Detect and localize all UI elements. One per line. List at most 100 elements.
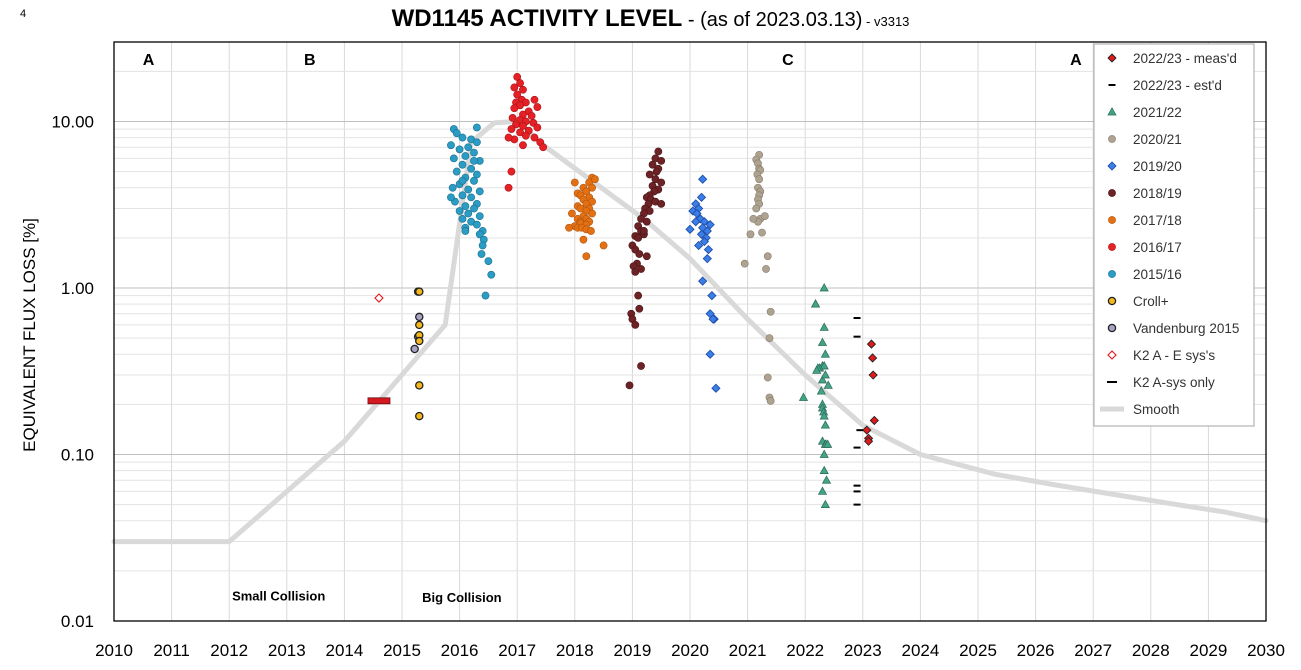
point-2016-17 bbox=[513, 90, 522, 99]
point-2015-16 bbox=[458, 214, 467, 223]
x-tick-label: 2019 bbox=[613, 641, 651, 660]
axis-ticks: 2010 2011 2012 2013 2014 2015 2016 2017 2018 2019… bbox=[51, 112, 1284, 660]
point-2015-16 bbox=[477, 250, 486, 258]
chart-annotations: A B C A Small Collision Big Collision bbox=[143, 52, 1082, 605]
point-2022-23-est-d bbox=[853, 503, 861, 506]
point-2015-16 bbox=[470, 156, 478, 165]
point-2015-16 bbox=[461, 152, 470, 160]
point-2020-21 bbox=[763, 252, 772, 261]
chart-title-main: WD1145 ACTIVITY LEVEL bbox=[391, 5, 683, 32]
legend-label-k2-a-sys-only: K2 A-sys only bbox=[1133, 375, 1215, 390]
point-2016-17 bbox=[530, 133, 539, 142]
point-2018-19 bbox=[634, 291, 643, 300]
x-tick-label: 2013 bbox=[268, 641, 306, 660]
point-2021-22 bbox=[817, 337, 828, 346]
point-2017-18 bbox=[588, 183, 596, 192]
era-label: A bbox=[143, 52, 155, 69]
point-croll bbox=[415, 287, 424, 296]
chart-title: WD1145 ACTIVITY LEVEL - (as of 2023.03.1… bbox=[0, 5, 1301, 33]
legend-swatch-2018-19 bbox=[1108, 189, 1116, 197]
legend-label-vandenburg-2015: Vandenburg 2015 bbox=[1133, 321, 1239, 336]
x-tick-label: 2024 bbox=[901, 641, 939, 660]
point-2017-18 bbox=[587, 227, 595, 235]
legend-label-2022-23-est-d: 2022/23 - est'd bbox=[1133, 78, 1222, 93]
point-2015-16 bbox=[467, 164, 476, 173]
point-2019-20 bbox=[707, 290, 717, 301]
point-2017-18 bbox=[570, 178, 579, 187]
point-2020-21 bbox=[766, 307, 775, 316]
chart-title-version: - v3313 bbox=[862, 14, 910, 29]
point-2022-23-est-d bbox=[856, 429, 864, 432]
x-tick-label: 2018 bbox=[556, 641, 594, 660]
point-2017-18 bbox=[588, 209, 596, 218]
point-2021-22 bbox=[817, 486, 828, 495]
point-vandenburg-2015 bbox=[415, 312, 424, 322]
point-2022-23-est-d bbox=[853, 317, 861, 320]
x-tick-label: 2015 bbox=[383, 641, 421, 660]
y-tick-label: 1.00 bbox=[61, 279, 94, 298]
point-2017-18 bbox=[591, 175, 599, 184]
legend-swatch-2022-23-est-d bbox=[1108, 84, 1116, 86]
point-2022-23-meas-d bbox=[868, 370, 878, 380]
point-croll bbox=[415, 411, 424, 421]
point-2022-23-est-d bbox=[853, 484, 861, 487]
point-2018-19 bbox=[652, 167, 661, 176]
point-2015-16 bbox=[458, 160, 467, 169]
point-2015-16 bbox=[475, 187, 484, 196]
point-2015-16 bbox=[448, 183, 457, 192]
legend-label-croll: Croll+ bbox=[1133, 294, 1169, 309]
point-2021-22 bbox=[819, 465, 829, 474]
point-2015-16 bbox=[470, 148, 478, 157]
x-tick-label: 2022 bbox=[786, 641, 824, 660]
point-2019-20 bbox=[698, 276, 708, 286]
point-2018-19 bbox=[625, 381, 634, 390]
point-2015-16 bbox=[452, 129, 461, 138]
point-k2-a-e-sys-s bbox=[374, 293, 384, 303]
point-2022-23-meas-d bbox=[869, 415, 879, 426]
point-2021-22 bbox=[798, 392, 809, 401]
x-tick-label: 2021 bbox=[729, 641, 767, 660]
legend-swatch-2016-17 bbox=[1108, 243, 1116, 251]
point-2021-22 bbox=[812, 365, 822, 374]
point-croll bbox=[415, 320, 424, 330]
annotation-label: Big Collision bbox=[422, 590, 502, 605]
point-2015-16 bbox=[447, 141, 455, 150]
point-2018-19 bbox=[634, 233, 643, 242]
point-2021-22 bbox=[823, 380, 833, 389]
point-2020-21 bbox=[758, 228, 766, 237]
point-2015-16 bbox=[455, 207, 464, 215]
point-2018-19 bbox=[657, 178, 666, 187]
point-2020-21 bbox=[740, 259, 749, 268]
legend-label-2016-17: 2016/17 bbox=[1133, 240, 1182, 255]
point-2021-22 bbox=[819, 361, 829, 370]
point-2015-16 bbox=[464, 143, 473, 152]
point-2021-22 bbox=[819, 283, 829, 292]
point-2022-23-est-d bbox=[853, 490, 861, 493]
x-tick-label: 2025 bbox=[959, 641, 997, 660]
point-2016-17 bbox=[507, 125, 516, 133]
point-2022-23-meas-d bbox=[866, 339, 877, 349]
point-2018-19 bbox=[642, 252, 651, 261]
point-2015-16 bbox=[478, 241, 487, 250]
era-label: C bbox=[782, 52, 794, 69]
point-2018-19 bbox=[657, 156, 666, 165]
x-tick-label: 2026 bbox=[1017, 641, 1055, 660]
point-2020-21 bbox=[763, 373, 772, 382]
legend-box bbox=[1093, 43, 1255, 427]
point-2018-19 bbox=[657, 199, 666, 208]
point-2019-20 bbox=[711, 383, 721, 393]
legend-swatch-k2-a-sys-only bbox=[1107, 381, 1117, 383]
point-2017-18 bbox=[565, 223, 573, 232]
point-2021-22 bbox=[819, 449, 829, 458]
point-2021-22 bbox=[820, 420, 830, 429]
point-2020-21 bbox=[752, 204, 761, 213]
point-2017-18 bbox=[568, 209, 576, 218]
x-tick-label: 2011 bbox=[153, 641, 190, 660]
point-2015-16 bbox=[487, 270, 496, 279]
point-2015-16 bbox=[452, 167, 461, 176]
point-2021-22 bbox=[820, 370, 830, 379]
point-2015-16 bbox=[461, 227, 470, 235]
point-2018-19 bbox=[635, 304, 644, 313]
page-number: 4 bbox=[20, 8, 27, 20]
point-2019-20 bbox=[705, 220, 715, 230]
